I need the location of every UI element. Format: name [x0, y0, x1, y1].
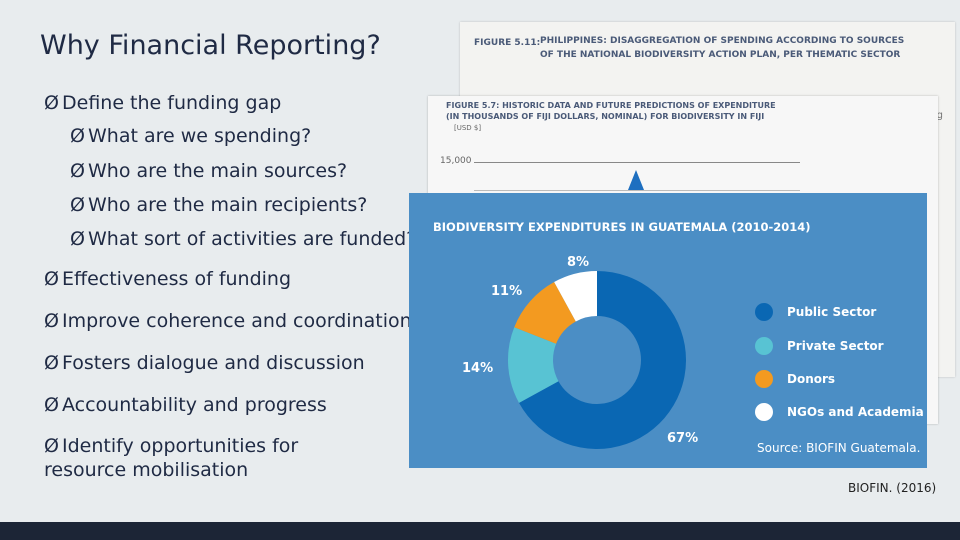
- donut-slice-ngos: [554, 271, 597, 322]
- donut-chart: [508, 271, 686, 449]
- figure-caption-line1: PHILIPPINES: DISAGGREGATION OF SPENDING …: [540, 36, 905, 46]
- figure-caption-line2: OF THE NATIONAL BIODIVERSITY ACTION PLAN…: [540, 50, 901, 60]
- bullet-item: Ø What sort of activities are funded?: [70, 228, 417, 250]
- arrow-bullet-icon: Ø: [70, 125, 85, 147]
- footer-bar: [0, 522, 960, 540]
- bullet-item: Ø Fosters dialogue and discussion: [44, 352, 365, 374]
- bullet-item: Ø Effectiveness of funding: [44, 268, 292, 290]
- bullet-item: Ø Improve coherence and coordination: [44, 310, 412, 332]
- citation: BIOFIN. (2016): [848, 481, 937, 495]
- arrow-bullet-icon: Ø: [70, 228, 85, 250]
- figure-caption-line1: FIGURE 5.7: HISTORIC DATA AND FUTURE PRE…: [446, 101, 776, 110]
- arrow-bullet-icon: Ø: [70, 160, 85, 182]
- chart-title: BIODIVERSITY EXPENDITURES IN GUATEMALA (…: [433, 220, 811, 234]
- slice-label-donors: 11%: [491, 284, 523, 299]
- donut-slice-public: [519, 271, 686, 449]
- legend-swatch: [755, 403, 773, 421]
- figure-caption-label: FIGURE 5.11:: [474, 38, 541, 48]
- donut-slice-private: [508, 327, 559, 403]
- gridline: [474, 162, 800, 163]
- bullet-item: Ø Who are the main recipients?: [70, 194, 368, 216]
- bullet-item: Ø Identify opportunities for resource mob…: [44, 435, 299, 481]
- bullet-item: Ø What are we spending?: [70, 125, 312, 147]
- arrow-bullet-icon: Ø: [44, 310, 59, 332]
- slice-label-ngos: 8%: [567, 255, 590, 270]
- figure-trailing-text: g: [936, 110, 943, 121]
- arrow-bullet-icon: Ø: [44, 92, 59, 114]
- chart-peak-mark: [628, 170, 644, 190]
- legend-swatch: [755, 337, 773, 355]
- slide-title: Why Financial Reporting?: [40, 30, 381, 61]
- arrow-bullet-icon: Ø: [70, 194, 85, 216]
- arrow-bullet-icon: Ø: [44, 435, 59, 457]
- arrow-bullet-icon: Ø: [44, 268, 59, 290]
- donut-slice-donors: [514, 282, 576, 344]
- guatemala-chart-panel: BIODIVERSITY EXPENDITURES IN GUATEMALA (…: [409, 193, 927, 468]
- bullet-item: Ø Accountability and progress: [44, 394, 327, 416]
- axis-tick-label: 15,000: [440, 156, 472, 166]
- legend-swatch: [755, 303, 773, 321]
- slice-label-public: 67%: [667, 431, 699, 446]
- bullet-item: Ø Who are the main sources?: [70, 160, 348, 182]
- arrow-bullet-icon: Ø: [44, 352, 59, 374]
- gridline: [474, 190, 800, 191]
- arrow-bullet-icon: Ø: [44, 394, 59, 416]
- slice-label-private: 14%: [462, 361, 494, 376]
- figure-caption-line2: (IN THOUSANDS OF FIJI DOLLARS, NOMINAL) …: [446, 112, 765, 121]
- chart-source: Source: BIOFIN Guatemala.: [757, 441, 921, 455]
- legend-swatch: [755, 370, 773, 388]
- figure-unit: [USD $]: [454, 124, 482, 132]
- bullet-item: Ø Define the funding gap: [44, 92, 282, 114]
